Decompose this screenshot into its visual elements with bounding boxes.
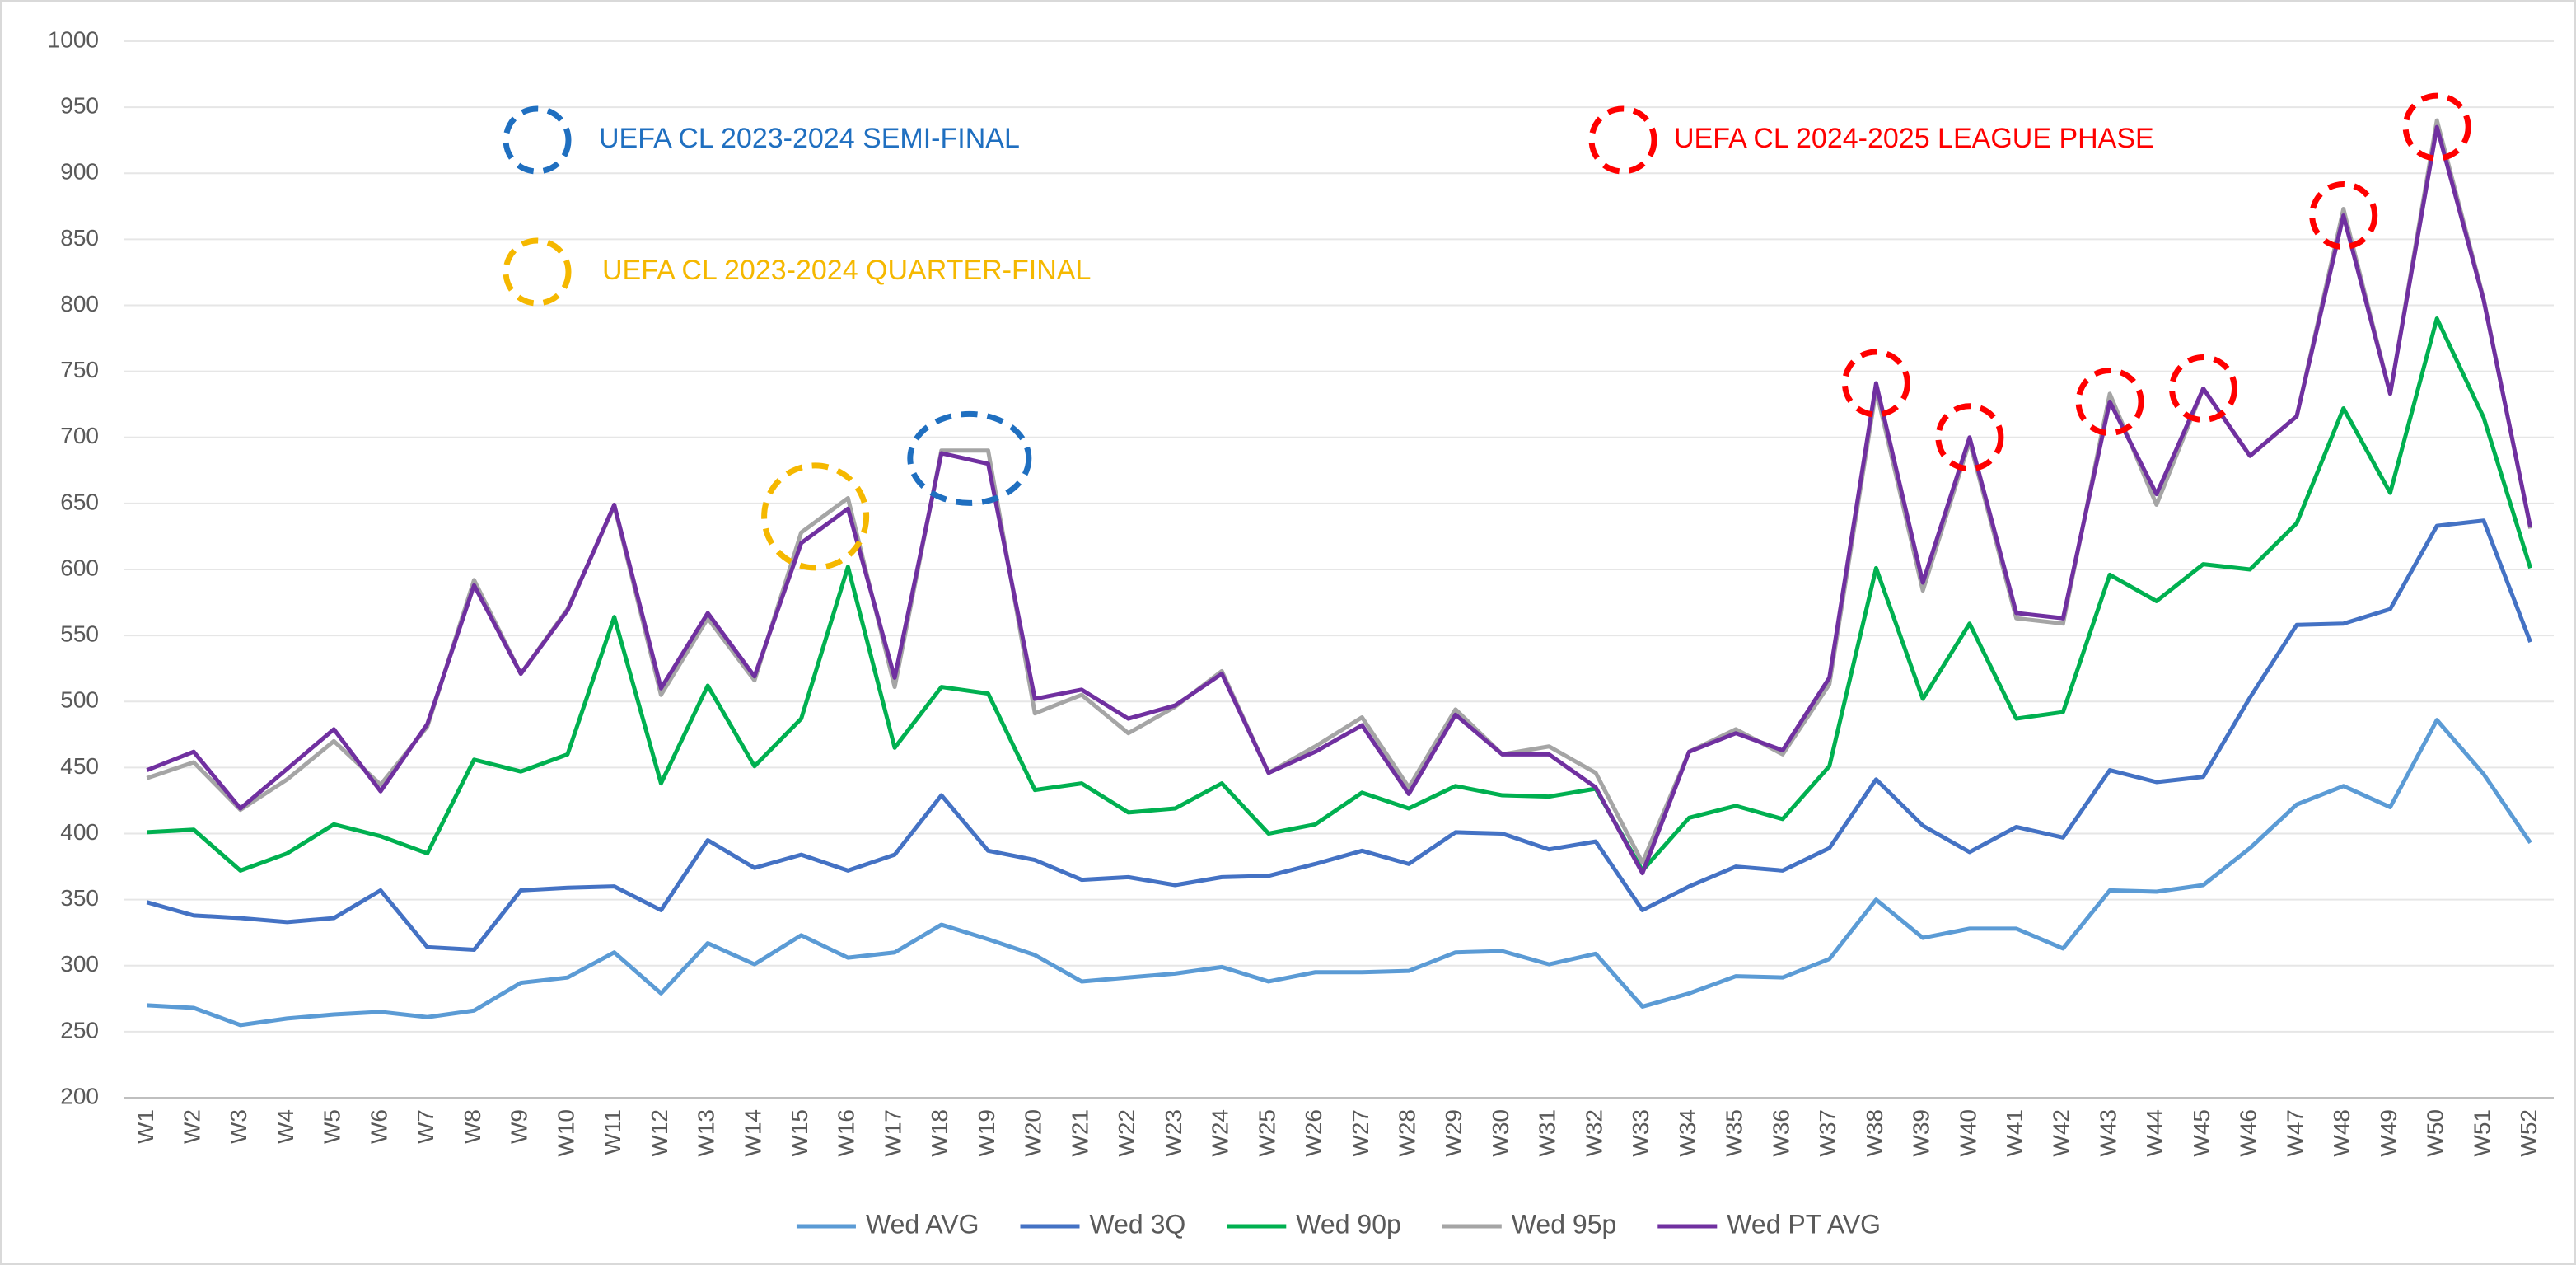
x-tick-label: W10 xyxy=(553,1109,578,1157)
series-line xyxy=(147,718,2532,1028)
x-tick-label: W12 xyxy=(647,1109,672,1157)
x-tick-label: W32 xyxy=(1581,1109,1606,1157)
legend-label: Wed AVG xyxy=(866,1209,979,1239)
y-tick-label: 550 xyxy=(60,621,99,647)
annotation: UEFA CL 2023-2024 QUARTER-FINAL xyxy=(602,255,1091,286)
y-tick-label: 700 xyxy=(60,423,99,448)
y-tick-label: 200 xyxy=(60,1083,99,1108)
x-tick-label: W30 xyxy=(1488,1109,1513,1157)
x-tick-label: W14 xyxy=(740,1109,765,1157)
x-tick-label: W4 xyxy=(273,1109,298,1144)
x-tick-label: W19 xyxy=(974,1109,999,1157)
y-tick-label: 750 xyxy=(60,357,99,382)
x-tick-label: W28 xyxy=(1394,1109,1419,1157)
x-tick-label: W42 xyxy=(2049,1109,2074,1157)
highlight-circle xyxy=(2169,354,2238,423)
x-tick-label: W5 xyxy=(320,1109,345,1144)
x-tick-label: W40 xyxy=(1955,1109,1980,1157)
x-tick-label: W52 xyxy=(2516,1109,2541,1157)
y-tick-label: 800 xyxy=(60,291,99,316)
y-tick-label: 650 xyxy=(60,489,99,514)
x-tick-label: W8 xyxy=(460,1109,485,1144)
x-tick-label: W26 xyxy=(1301,1109,1326,1157)
y-tick-label: 1000 xyxy=(48,26,99,52)
x-tick-label: W3 xyxy=(226,1109,251,1144)
legend: Wed AVG Wed 3Q Wed 90p Wed 95p Wed PT AVG xyxy=(796,1209,1881,1239)
x-tick-label: W50 xyxy=(2423,1109,2448,1157)
x-tick-label: W46 xyxy=(2236,1109,2261,1157)
series-line xyxy=(146,124,2533,876)
series-line xyxy=(147,316,2533,873)
highlight-circle xyxy=(503,105,572,175)
x-tick-label: W17 xyxy=(880,1109,905,1157)
x-tick-label: W13 xyxy=(694,1109,719,1157)
x-tick-label: W20 xyxy=(1021,1109,1046,1157)
highlight-circle xyxy=(1841,349,1910,418)
x-tick-label: W51 xyxy=(2469,1109,2494,1157)
x-tick-label: W38 xyxy=(1862,1109,1887,1157)
x-tick-label: W2 xyxy=(179,1109,204,1144)
y-tick-label: 900 xyxy=(60,159,99,185)
x-tick-label: W41 xyxy=(2002,1109,2027,1157)
y-tick-label: 450 xyxy=(60,753,99,779)
x-tick-label: W15 xyxy=(787,1109,812,1157)
x-tick-label: W21 xyxy=(1067,1109,1092,1157)
y-tick-label: 300 xyxy=(60,951,99,977)
highlight-circle xyxy=(503,237,572,307)
annotation: UEFA CL 2024-2025 LEAGUE PHASE xyxy=(1674,123,2154,154)
x-tick-label: W35 xyxy=(1722,1109,1747,1157)
x-tick-label: W49 xyxy=(2376,1109,2401,1157)
x-tick-label: W34 xyxy=(1675,1109,1700,1157)
x-tick-label: W24 xyxy=(1208,1109,1233,1157)
x-tick-label: W29 xyxy=(1441,1109,1466,1157)
x-tick-label: W18 xyxy=(927,1109,952,1157)
x-tick-label: W16 xyxy=(834,1109,859,1157)
y-tick-label: 850 xyxy=(60,225,99,251)
x-tick-label: W37 xyxy=(1815,1109,1840,1157)
highlight-circle xyxy=(1588,105,1657,175)
legend-label: Wed 3Q xyxy=(1090,1209,1186,1239)
series-line xyxy=(146,518,2532,953)
x-tick-label: W23 xyxy=(1161,1109,1186,1157)
x-tick-label: W25 xyxy=(1254,1109,1279,1157)
x-tick-label: W33 xyxy=(1628,1109,1653,1157)
legend-label: Wed PT AVG xyxy=(1727,1209,1881,1239)
highlight-circle xyxy=(907,410,1032,506)
x-tick-label: W36 xyxy=(1768,1109,1793,1157)
legend-label: Wed 90p xyxy=(1296,1209,1401,1239)
y-tick-label: 400 xyxy=(60,819,99,845)
x-tick-label: W7 xyxy=(413,1109,438,1144)
x-tick-label: W9 xyxy=(507,1109,532,1144)
x-tick-label: W31 xyxy=(1535,1109,1560,1157)
x-tick-label: W39 xyxy=(1909,1109,1934,1157)
y-tick-label: 600 xyxy=(60,555,99,580)
x-tick-label: W11 xyxy=(600,1109,625,1155)
x-tick-label: W44 xyxy=(2142,1109,2167,1157)
highlight-circle xyxy=(761,462,870,571)
highlight-circle xyxy=(1935,403,2004,472)
y-tick-label: 950 xyxy=(60,93,99,119)
x-tick-label: W6 xyxy=(366,1109,391,1144)
y-tick-label: 250 xyxy=(60,1017,99,1042)
x-tick-label: W43 xyxy=(2095,1109,2120,1157)
y-tick-label: 500 xyxy=(60,687,99,713)
x-tick-label: W47 xyxy=(2282,1109,2307,1157)
x-tick-label: W22 xyxy=(1114,1109,1139,1157)
highlight-circle xyxy=(2402,92,2471,162)
legend-label: Wed 95p xyxy=(1512,1209,1617,1239)
x-tick-label: W45 xyxy=(2189,1109,2214,1157)
x-tick-label: W27 xyxy=(1348,1109,1373,1157)
highlight-circle xyxy=(2075,367,2144,436)
highlight-circle xyxy=(2309,181,2378,251)
x-tick-label: W48 xyxy=(2329,1109,2354,1157)
annotation: UEFA CL 2023-2024 SEMI-FINAL xyxy=(599,123,1020,154)
y-tick-label: 350 xyxy=(60,885,99,911)
x-tick-label: W1 xyxy=(133,1109,158,1144)
